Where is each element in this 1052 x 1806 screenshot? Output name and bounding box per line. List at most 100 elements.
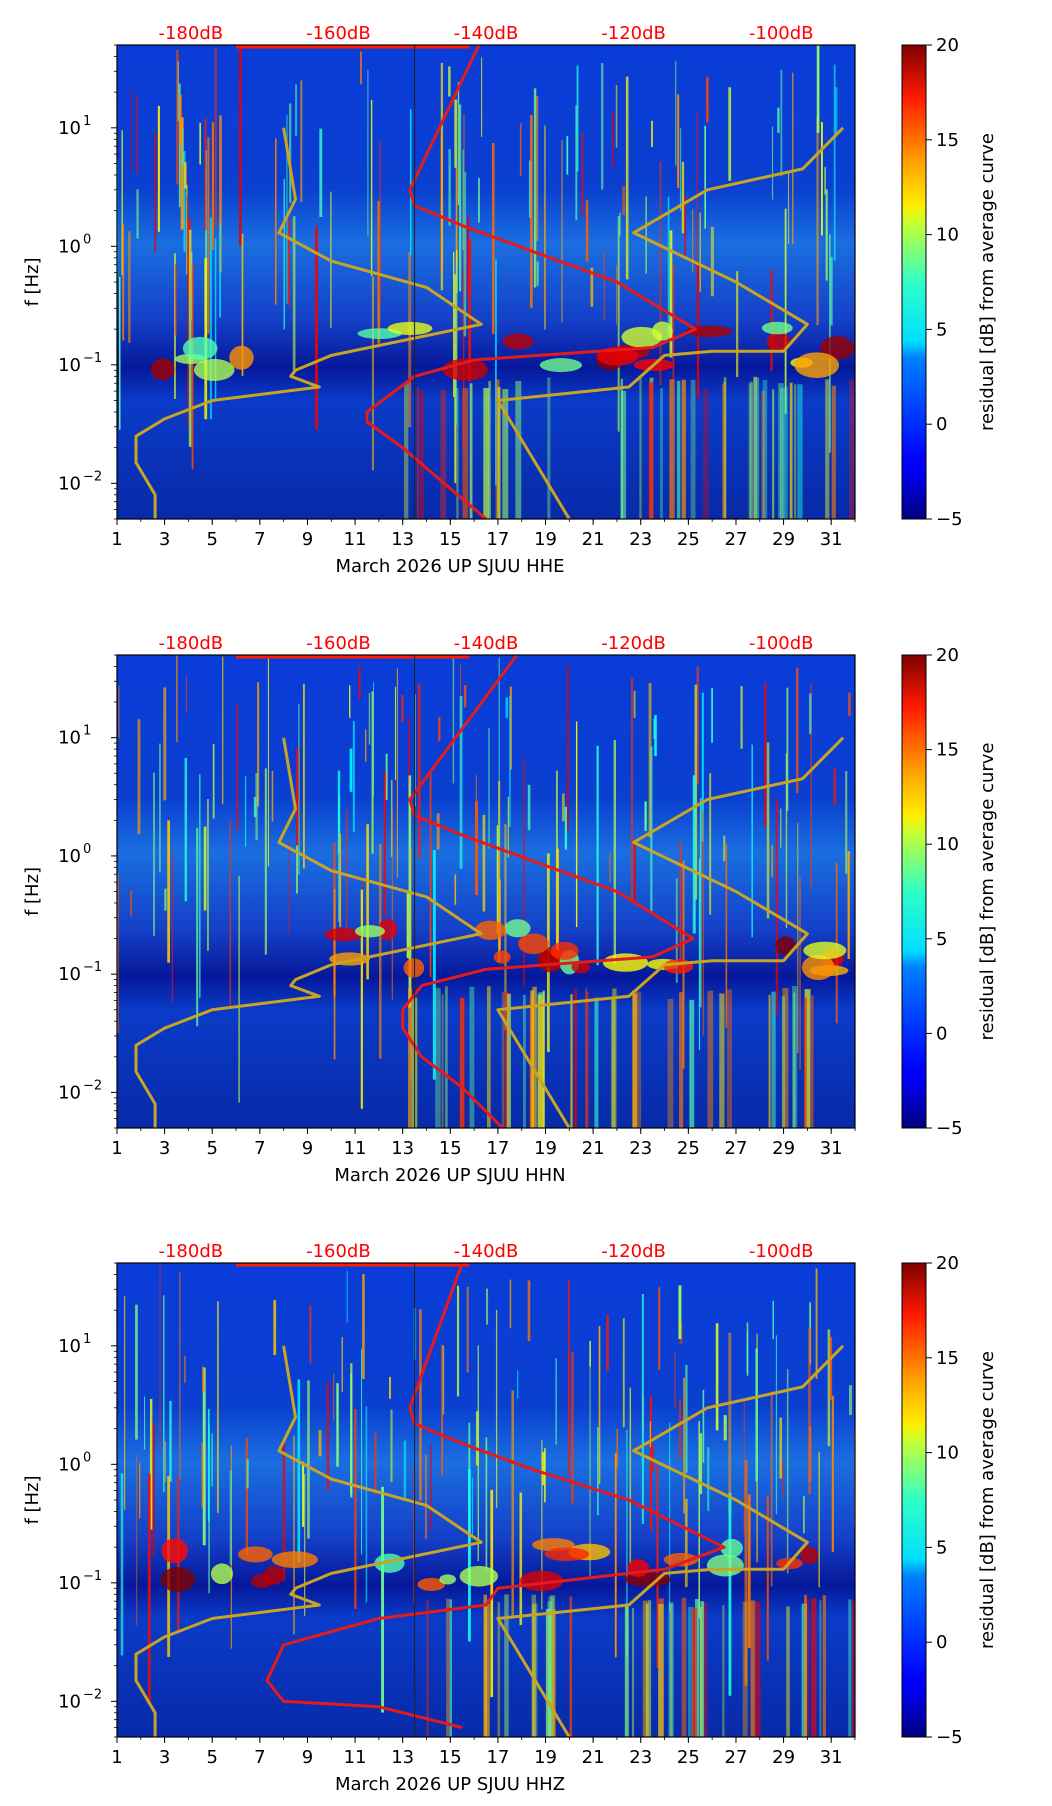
spectrogram-column (797, 384, 803, 519)
spectrogram-column (722, 1605, 725, 1737)
microseism-blob (803, 941, 847, 960)
top-db-label: -100dB (749, 23, 814, 44)
y-axis-title: f [Hz] (22, 867, 43, 916)
colorbar-label: residual [dB] from average curve (977, 742, 998, 1040)
microseism-blob (403, 958, 425, 978)
colorbar-tick-label: 0 (936, 414, 947, 435)
x-tick-label: 21 (582, 1747, 605, 1768)
colorbar-tick-label: 15 (936, 1348, 959, 1369)
series-line-low-noise-model (134, 737, 483, 1128)
microseism-blob (150, 358, 175, 381)
spectrogram-column (497, 1602, 501, 1737)
x-tick-label: 3 (159, 1138, 170, 1159)
colorbar-tick-label: 5 (936, 929, 947, 950)
spectrogram-column (779, 388, 786, 519)
y-axis-title: f [Hz] (22, 1475, 43, 1524)
y-tick-exponent: −1 (83, 960, 102, 975)
x-tick-label: 7 (254, 529, 265, 550)
x-tick-label: 25 (677, 1747, 700, 1768)
x-tick-label: 29 (772, 1747, 795, 1768)
x-tick-label: 11 (344, 1747, 367, 1768)
spectrogram-column (703, 389, 709, 519)
x-tick-label: 9 (302, 529, 313, 550)
spectrogram-column (831, 385, 836, 519)
y-tick-label: 10 (58, 1573, 81, 1594)
x-tick-label: 27 (725, 529, 748, 550)
x-tick-label: 23 (629, 1138, 652, 1159)
spectrogram-column (768, 994, 771, 1128)
colorbar-tick-label: 0 (936, 1023, 947, 1044)
spectrogram-column (754, 1601, 761, 1737)
colorbar (901, 44, 927, 520)
colorbar-tick-label: 5 (936, 1537, 947, 1558)
spectrogram-column (695, 1598, 700, 1737)
x-axis-title: March 2026 UP SJUU HHN (334, 1165, 565, 1186)
colorbar-tick-label: 0 (936, 1632, 947, 1653)
x-tick-label: 9 (302, 1747, 313, 1768)
spectrogram-column (501, 991, 505, 1128)
microseism-blob (663, 1553, 699, 1567)
spectrogram-column (700, 1601, 705, 1737)
y-tick-label: 10 (58, 1336, 81, 1357)
spectrogram-column (469, 986, 475, 1128)
y-tick-label: 10 (58, 728, 81, 749)
microseism-blob (539, 358, 583, 373)
top-db-label: -140dB (454, 1241, 519, 1262)
spectrogram-column (632, 990, 638, 1128)
spectrogram-column (825, 379, 830, 519)
spectrogram-column (753, 376, 758, 519)
spectrogram-column (545, 1608, 551, 1737)
spectrogram-column (456, 387, 459, 519)
spectrogram-column (679, 992, 684, 1128)
microseism-blob (263, 1566, 285, 1585)
spectrogram-column (676, 380, 681, 519)
spectrogram-column (819, 1600, 822, 1737)
colorbar-tick-label: −5 (936, 1118, 963, 1139)
top-db-label: -160dB (306, 23, 371, 44)
spectrogram-column (648, 1600, 652, 1737)
x-tick-label: 11 (344, 1138, 367, 1159)
spectrogram-column (550, 1595, 556, 1737)
x-tick-label: 1 (111, 1138, 122, 1159)
spectrogram-column (502, 389, 509, 519)
spectrogram-column (462, 388, 469, 519)
colorbar-tick-label: 20 (936, 1253, 959, 1274)
spectrogram-column (620, 378, 623, 519)
y-tick-label: 10 (58, 355, 81, 376)
x-tick-label: 5 (206, 1138, 217, 1159)
spectrogram-column (793, 992, 796, 1128)
y-axis-title: f [Hz] (22, 257, 43, 306)
spectrogram-column (707, 990, 714, 1128)
x-tick-label: 15 (439, 1747, 462, 1768)
spectrogram-column (762, 379, 768, 519)
spectrogram-column (594, 997, 599, 1128)
x-axis-title: March 2026 UP SJUU HHZ (335, 1774, 565, 1795)
spectrogram-column (504, 1594, 509, 1737)
colorbar-tick-label: 15 (936, 130, 959, 151)
spectrogram-column (749, 381, 753, 519)
x-tick-label: 17 (486, 1747, 509, 1768)
spectrogram-column (547, 377, 551, 519)
microseism-blob (761, 321, 793, 335)
spectrogram-image (117, 45, 855, 519)
microseism-blob (182, 336, 218, 360)
spectrogram-column (612, 988, 617, 1128)
top-db-label: -120dB (601, 633, 666, 654)
x-tick-label: 31 (820, 1747, 843, 1768)
spectrogram-column (668, 1602, 674, 1737)
y-tick-exponent: 1 (83, 1332, 91, 1347)
x-tick-label: 9 (302, 1138, 313, 1159)
spectrogram-column (530, 990, 534, 1128)
series-line-high-noise-model (496, 126, 845, 519)
spectrogram-column (645, 1603, 649, 1737)
spectrogram-column (687, 1607, 694, 1737)
microseism-blob (354, 925, 385, 938)
spectrogram-column (446, 1598, 451, 1737)
microseism-blob (706, 1554, 744, 1577)
spectrogram-column (690, 379, 696, 519)
spectrogram-column (483, 387, 490, 519)
spectrogram-column (483, 1594, 488, 1737)
spectrogram-background (117, 655, 855, 1128)
